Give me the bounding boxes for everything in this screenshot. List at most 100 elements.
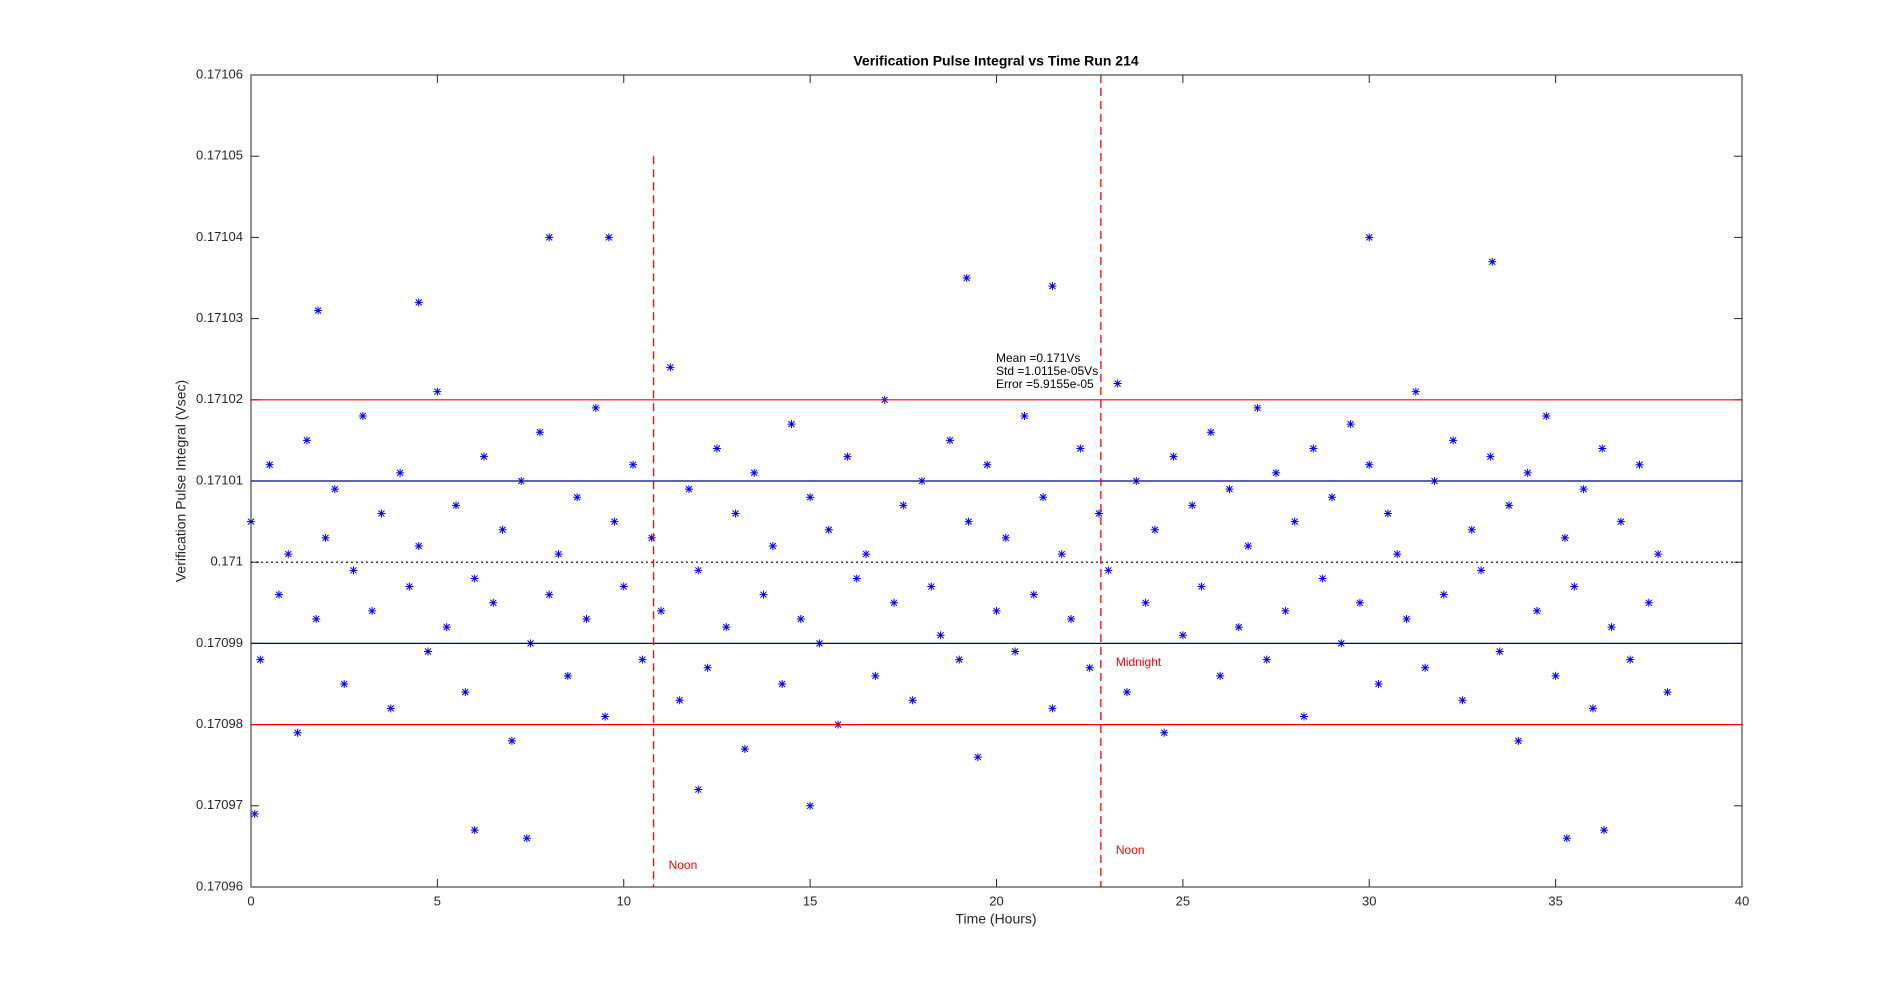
data-point bbox=[545, 233, 554, 242]
data-point bbox=[461, 688, 470, 697]
data-point bbox=[368, 606, 377, 615]
data-point bbox=[470, 574, 479, 583]
data-point bbox=[1488, 257, 1497, 266]
data-point bbox=[619, 582, 628, 591]
data-point bbox=[424, 647, 433, 656]
stats-annotation: Mean =0.171Vs bbox=[996, 351, 1080, 365]
data-point bbox=[666, 363, 675, 372]
data-point bbox=[377, 509, 386, 518]
data-point bbox=[405, 582, 414, 591]
data-point bbox=[293, 728, 302, 737]
data-point bbox=[768, 541, 777, 550]
data-point bbox=[1560, 533, 1569, 542]
data-point bbox=[1355, 598, 1364, 607]
data-point bbox=[1421, 663, 1430, 672]
data-point bbox=[545, 590, 554, 599]
data-point bbox=[1600, 826, 1609, 835]
data-point bbox=[973, 753, 982, 762]
data-point bbox=[489, 598, 498, 607]
y-tick-label: 0.17102 bbox=[196, 391, 243, 406]
data-point bbox=[1523, 468, 1532, 477]
data-point bbox=[610, 517, 619, 526]
time-marker-label: Noon bbox=[669, 858, 698, 872]
y-axis-label: Verification Pulse Integral (Vsec) bbox=[173, 380, 189, 582]
data-point bbox=[871, 671, 880, 680]
data-point bbox=[1234, 623, 1243, 632]
data-point bbox=[1607, 623, 1616, 632]
data-point bbox=[1150, 525, 1159, 534]
data-point bbox=[1178, 631, 1187, 640]
x-tick-label: 10 bbox=[617, 893, 631, 908]
x-tick-label: 40 bbox=[1735, 893, 1749, 908]
data-point bbox=[1616, 517, 1625, 526]
data-point bbox=[1076, 444, 1085, 453]
data-point bbox=[740, 744, 749, 753]
data-point bbox=[852, 574, 861, 583]
stats-annotation: Error =5.9155e-05 bbox=[996, 377, 1094, 391]
data-point bbox=[824, 525, 833, 534]
data-point bbox=[256, 655, 265, 664]
data-point bbox=[1486, 452, 1495, 461]
y-tick-label: 0.17097 bbox=[196, 797, 243, 812]
data-point bbox=[1439, 590, 1448, 599]
x-tick-label: 30 bbox=[1362, 893, 1376, 908]
data-point bbox=[1532, 606, 1541, 615]
data-point bbox=[1598, 444, 1607, 453]
data-point bbox=[358, 412, 367, 421]
stats-annotation: Std =1.0115e-05Vs bbox=[996, 364, 1098, 378]
data-point bbox=[1551, 671, 1560, 680]
y-tick-label: 0.17096 bbox=[196, 878, 243, 893]
data-point bbox=[535, 428, 544, 437]
y-tick-label: 0.17099 bbox=[196, 635, 243, 650]
data-point bbox=[983, 460, 992, 469]
data-point bbox=[340, 680, 349, 688]
y-tick-label: 0.17098 bbox=[196, 716, 243, 731]
data-point bbox=[936, 631, 945, 640]
data-point bbox=[1365, 460, 1374, 469]
data-point bbox=[1122, 688, 1131, 697]
data-point bbox=[330, 485, 339, 494]
data-point bbox=[1104, 566, 1113, 575]
data-point bbox=[284, 550, 293, 559]
data-point bbox=[908, 696, 917, 705]
data-point bbox=[1039, 493, 1048, 502]
data-point bbox=[1644, 598, 1653, 607]
data-point bbox=[787, 420, 796, 429]
data-point bbox=[694, 566, 703, 575]
data-point bbox=[1588, 704, 1597, 713]
data-point bbox=[1505, 501, 1514, 510]
data-point bbox=[349, 566, 358, 575]
data-point bbox=[1141, 598, 1150, 607]
data-point bbox=[1570, 582, 1579, 591]
data-point bbox=[657, 606, 666, 615]
data-point bbox=[1169, 452, 1178, 461]
time-marker-label: Noon bbox=[1116, 843, 1145, 857]
data-point bbox=[722, 623, 731, 632]
data-point bbox=[1048, 704, 1057, 713]
data-point bbox=[927, 582, 936, 591]
data-point bbox=[750, 468, 759, 477]
x-tick-label: 25 bbox=[1176, 893, 1190, 908]
y-tick-label: 0.17103 bbox=[196, 310, 243, 325]
data-point bbox=[703, 663, 712, 672]
data-point bbox=[442, 623, 451, 632]
data-point bbox=[414, 298, 423, 307]
data-point bbox=[604, 233, 613, 242]
x-tick-label: 20 bbox=[989, 893, 1003, 908]
data-point bbox=[1562, 834, 1571, 843]
data-point bbox=[1216, 671, 1225, 680]
data-point bbox=[1626, 655, 1635, 664]
data-point bbox=[1514, 736, 1523, 745]
data-point bbox=[955, 655, 964, 664]
data-point bbox=[1206, 428, 1215, 437]
data-point bbox=[1029, 590, 1038, 599]
data-point bbox=[1458, 696, 1467, 705]
data-point bbox=[470, 826, 479, 835]
data-point bbox=[1449, 436, 1458, 445]
y-tick-label: 0.17105 bbox=[196, 148, 243, 163]
time-marker-label: Midnight bbox=[1116, 655, 1162, 669]
data-point bbox=[806, 801, 815, 810]
data-point bbox=[629, 460, 638, 469]
data-point bbox=[1411, 387, 1420, 396]
data-point bbox=[1253, 403, 1262, 412]
